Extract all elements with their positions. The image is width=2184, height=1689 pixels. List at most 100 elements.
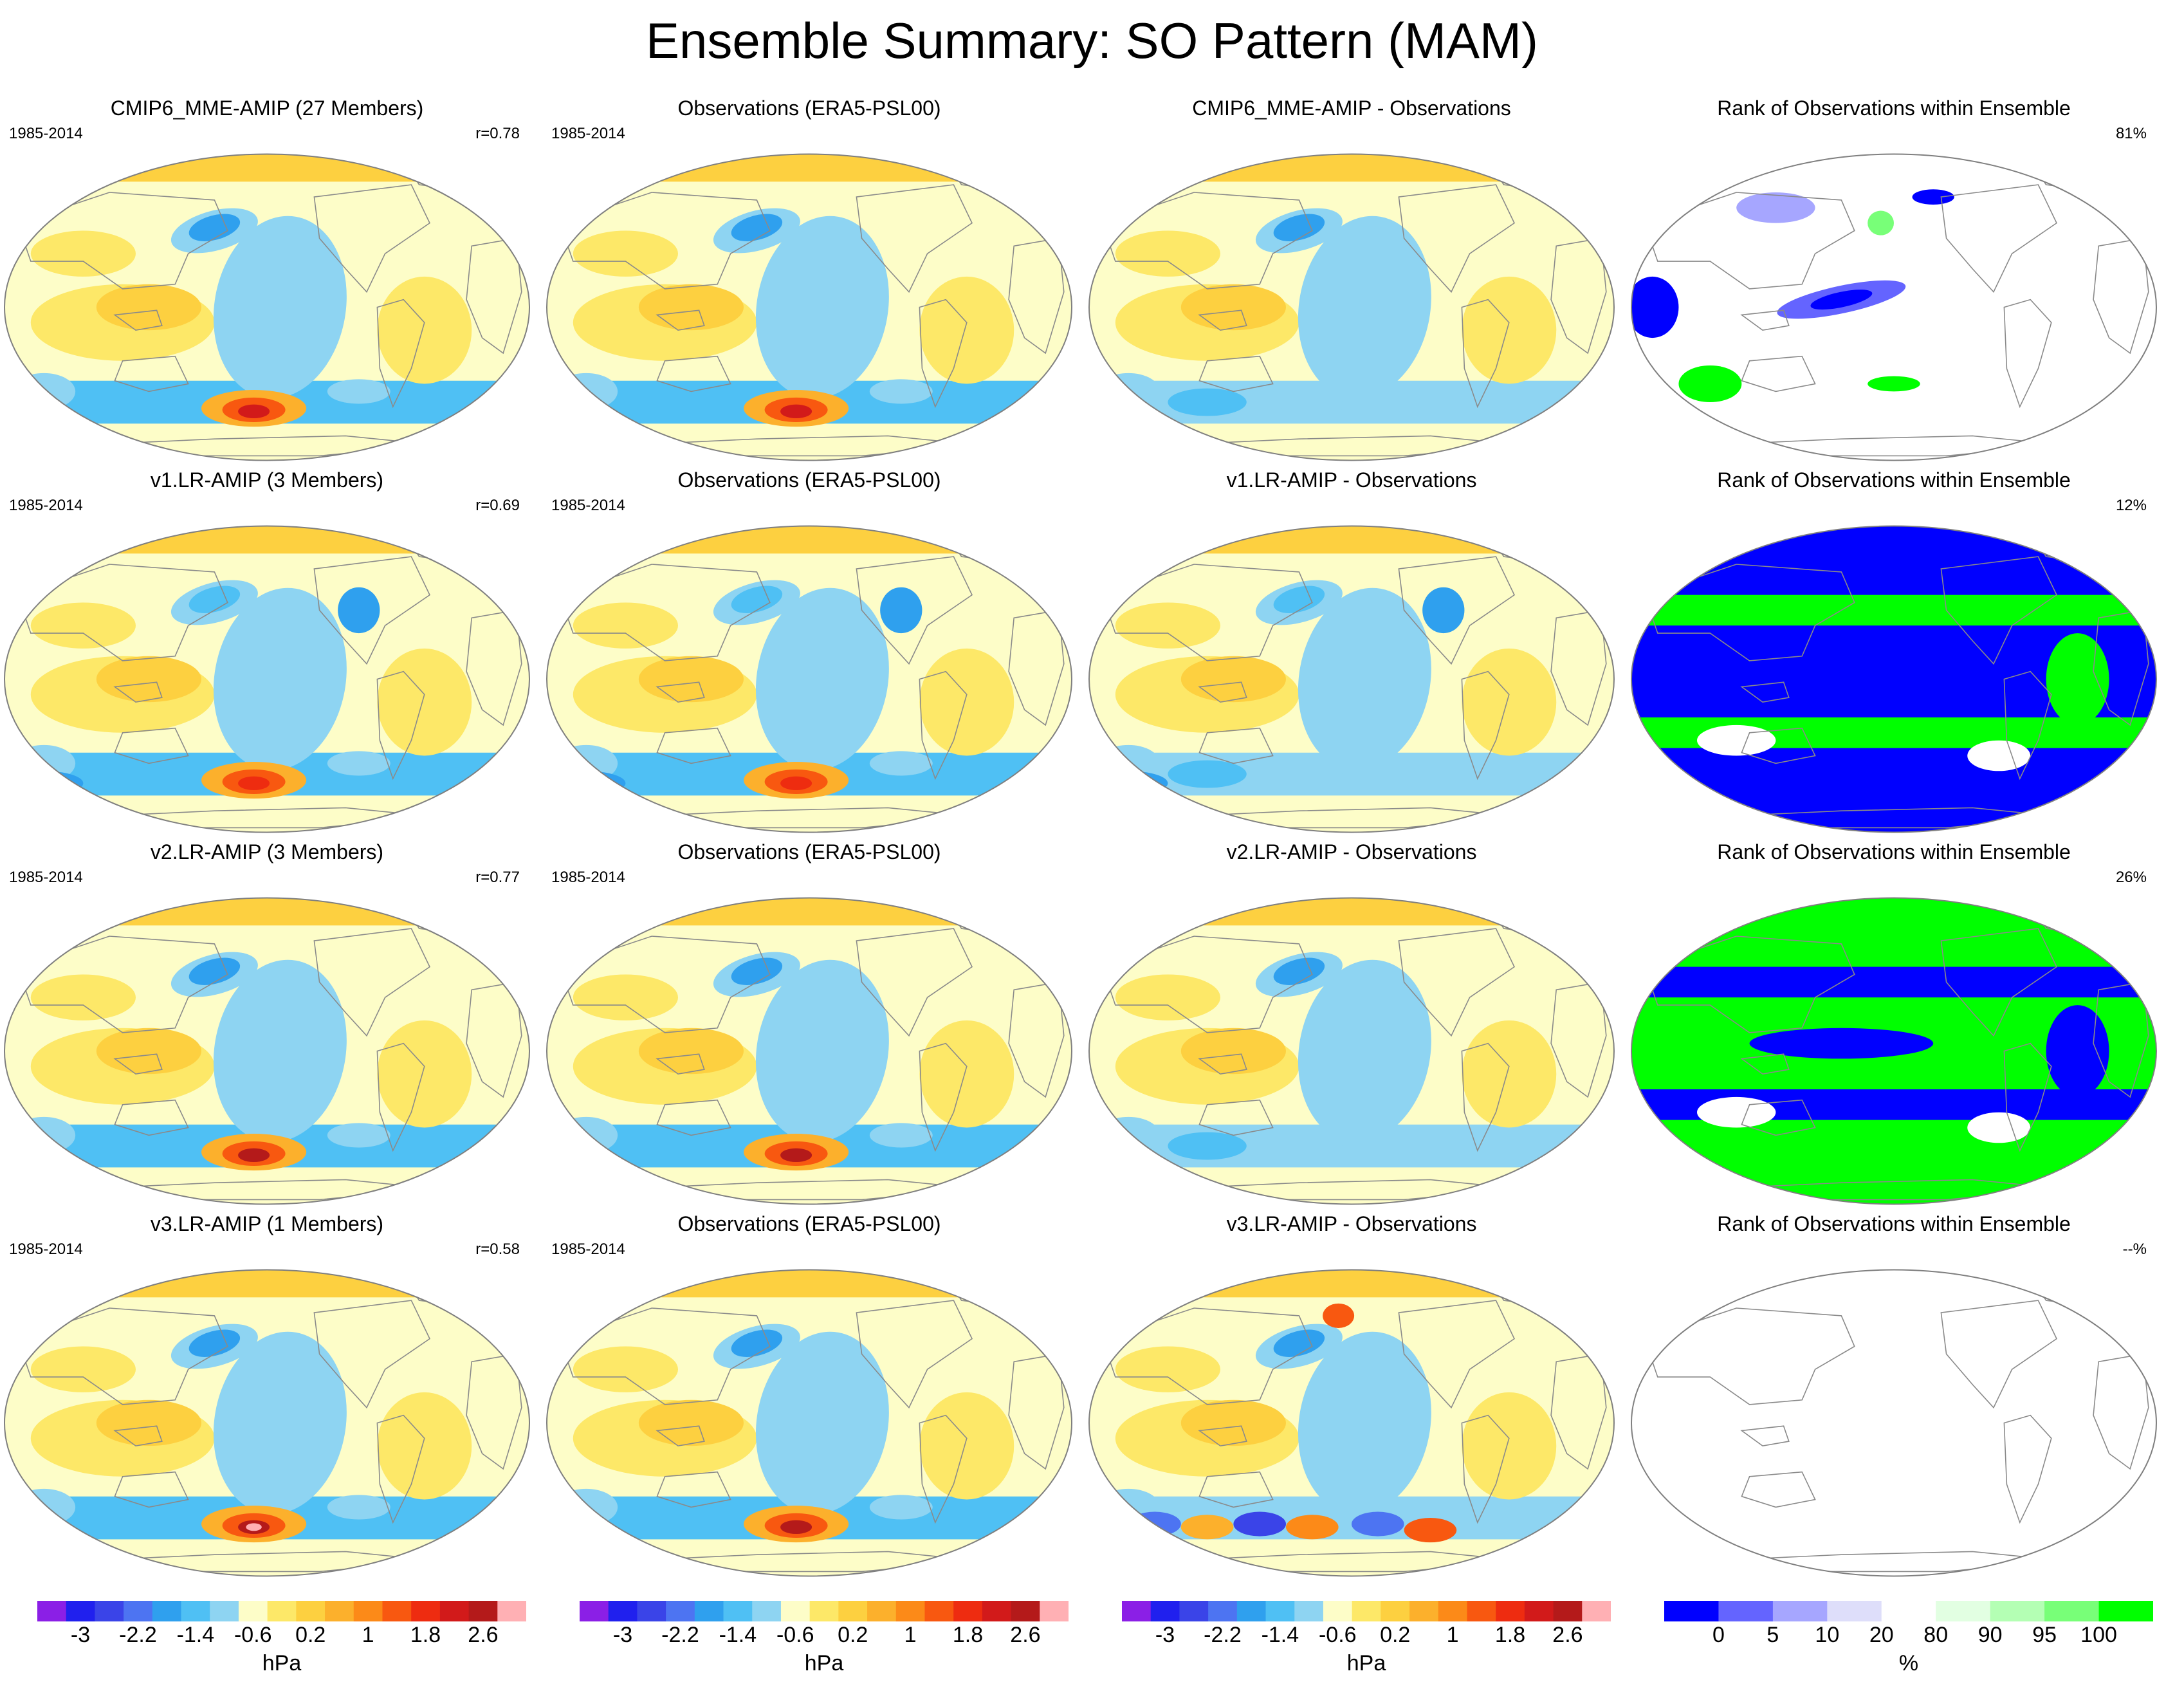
south-atlantic-low — [869, 751, 933, 776]
indian-ocean-low — [555, 1488, 618, 1526]
colorbar-swatch — [1352, 1601, 1381, 1621]
tropical-pacific-low — [755, 587, 889, 771]
north-pacific-low-core — [188, 1329, 241, 1357]
anomaly-map — [1088, 1269, 1615, 1577]
coastline — [1461, 1042, 1510, 1152]
colorbar-swatch — [637, 1601, 666, 1621]
tropical-pacific-low — [213, 959, 347, 1143]
period-label: 1985-2014 — [9, 497, 83, 514]
coastline — [1101, 564, 1313, 661]
south-pacific-low — [1280, 392, 1344, 418]
coastline — [376, 299, 425, 409]
map-border — [1088, 153, 1615, 461]
south-indian-low — [1168, 760, 1247, 788]
panel-title: v2.LR-AMIP - Observations — [1226, 840, 1477, 863]
maritime-high — [96, 1399, 201, 1446]
map-border — [1631, 1269, 2157, 1577]
colorbar-swatch — [1772, 1601, 1828, 1621]
colorbar-swatch — [838, 1601, 868, 1621]
coastline — [1198, 1053, 1247, 1075]
period-label: 1985-2014 — [9, 125, 83, 142]
arctic-band — [547, 526, 1072, 554]
indian-ocean-low — [12, 1488, 76, 1526]
colorbar-swatch — [1409, 1601, 1439, 1621]
panel-title: v1.LR-AMIP - Observations — [1226, 468, 1477, 492]
coastline — [1398, 184, 1516, 293]
colorbar-swatch — [580, 1601, 609, 1621]
panel-title: v1.LR-AMIP (3 Members) — [150, 468, 384, 492]
period-label: 1985-2014 — [551, 1241, 625, 1258]
south-america-high — [377, 648, 472, 756]
coastline — [1198, 1099, 1274, 1136]
siberia-high — [1323, 1303, 1355, 1328]
percent-label: 12% — [2115, 497, 2147, 514]
south-america-high — [919, 648, 1014, 756]
asia-high — [1115, 1346, 1220, 1392]
colorbar-swatch — [666, 1601, 695, 1621]
coastline — [1398, 1300, 1516, 1409]
colorbar-swatch — [267, 1601, 297, 1621]
colorbar-tick-label: -1.4 — [719, 1623, 757, 1647]
colorbar-tick-label: 0.2 — [838, 1623, 868, 1647]
maritime-high — [638, 656, 744, 703]
north-pacific-low-core — [1273, 214, 1325, 241]
wave-train-cell — [1286, 1515, 1339, 1540]
colorbar-tick-label: 100 — [2080, 1623, 2117, 1647]
coastline — [1740, 1053, 1790, 1075]
indian-ocean-low — [555, 1116, 618, 1154]
colorbar-swatch — [1208, 1601, 1238, 1621]
north-atlantic-low — [338, 587, 380, 634]
panel-title: Rank of Observations within Ensemble — [1717, 840, 2071, 863]
panel-rank-row1: Rank of Observations within Ensemble 81% — [1627, 97, 2161, 466]
maritime-high — [1180, 656, 1286, 703]
low-rank-region — [1631, 276, 1679, 338]
panel-obs-row2: Observations (ERA5-PSL00) 1985-2014 — [542, 468, 1076, 838]
coastline — [1461, 670, 1510, 780]
south-america-high — [1462, 1392, 1557, 1500]
panel-obs-row4: Observations (ERA5-PSL00) 1985-2014 — [542, 1212, 1076, 1582]
coastline — [559, 192, 771, 290]
colorbar-swatch — [752, 1601, 782, 1621]
anomaly-map — [546, 153, 1072, 461]
indian-ocean-low — [1097, 1116, 1161, 1154]
colorbar-tick-label: -2.2 — [119, 1623, 157, 1647]
colorbar-tick-label: 0.2 — [1380, 1623, 1411, 1647]
wave-train-cell — [1233, 1511, 1286, 1537]
coastline — [114, 727, 189, 764]
anomaly-colorbar: -3 -2.2 -1.4 -0.6 0.2 1 1.8 2.6 hPa — [37, 1601, 527, 1684]
map-border — [546, 1269, 1072, 1577]
coastline — [17, 1307, 228, 1405]
wave-train-cell — [1180, 1515, 1234, 1540]
coastline — [856, 928, 973, 1037]
mid-rank-region — [1967, 1112, 2031, 1143]
coastline — [856, 1300, 973, 1409]
tropical-pacific-low — [213, 1331, 347, 1515]
arctic-band — [547, 1269, 1072, 1298]
coastline — [559, 936, 771, 1033]
colorbar-tick-label: 1.8 — [1494, 1623, 1526, 1647]
colorbar-swatch — [152, 1601, 182, 1621]
colorbar-tick-label: 2.6 — [468, 1623, 499, 1647]
coastline — [114, 1099, 189, 1136]
arctic-band — [5, 1269, 529, 1298]
maritime-high — [96, 656, 201, 703]
colorbar-swatch — [867, 1601, 897, 1621]
colorbar-tick-label: 1 — [904, 1623, 917, 1647]
tropical-pacific-low — [1298, 959, 1431, 1143]
map-border — [1088, 1269, 1615, 1577]
tropical-pacific-low — [1298, 1331, 1431, 1515]
coastline — [1644, 564, 1855, 661]
map-border — [546, 525, 1072, 833]
coastline — [1740, 1425, 1790, 1447]
south-atlantic-low — [869, 1123, 933, 1148]
high-rank-region — [1678, 365, 1742, 403]
colorbar-swatch — [210, 1601, 239, 1621]
colorbar-swatch — [1122, 1601, 1152, 1621]
colorbar-tick-label: 0.2 — [295, 1623, 326, 1647]
se-pacific-high-core — [238, 1148, 270, 1163]
coastline — [1644, 936, 1855, 1033]
anomaly-map — [4, 525, 530, 833]
panel-diff-row2: v1.LR-AMIP - Observations — [1085, 468, 1619, 838]
background-field — [1631, 1269, 2156, 1576]
low-rank-region — [1912, 189, 1954, 205]
